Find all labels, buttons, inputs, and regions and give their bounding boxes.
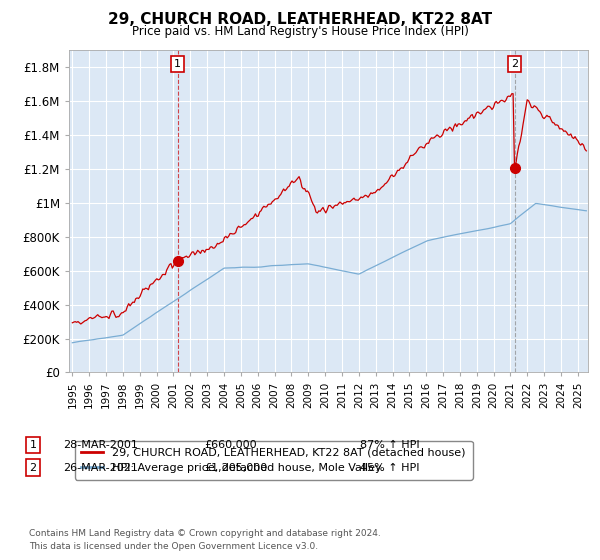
Text: Price paid vs. HM Land Registry's House Price Index (HPI): Price paid vs. HM Land Registry's House … (131, 25, 469, 38)
Text: 87% ↑ HPI: 87% ↑ HPI (360, 440, 419, 450)
Text: 2: 2 (29, 463, 37, 473)
Text: 1: 1 (174, 59, 181, 69)
Text: Contains HM Land Registry data © Crown copyright and database right 2024.
This d: Contains HM Land Registry data © Crown c… (29, 529, 380, 550)
Text: 45% ↑ HPI: 45% ↑ HPI (360, 463, 419, 473)
Text: 1: 1 (29, 440, 37, 450)
Legend: 29, CHURCH ROAD, LEATHERHEAD, KT22 8AT (detached house), HPI: Average price, det: 29, CHURCH ROAD, LEATHERHEAD, KT22 8AT (… (74, 441, 473, 479)
Text: £1,205,000: £1,205,000 (204, 463, 267, 473)
Text: £660,000: £660,000 (204, 440, 257, 450)
Text: 26-MAR-2021: 26-MAR-2021 (63, 463, 138, 473)
Text: 2: 2 (511, 59, 518, 69)
Text: 28-MAR-2001: 28-MAR-2001 (63, 440, 138, 450)
Text: 29, CHURCH ROAD, LEATHERHEAD, KT22 8AT: 29, CHURCH ROAD, LEATHERHEAD, KT22 8AT (108, 12, 492, 27)
